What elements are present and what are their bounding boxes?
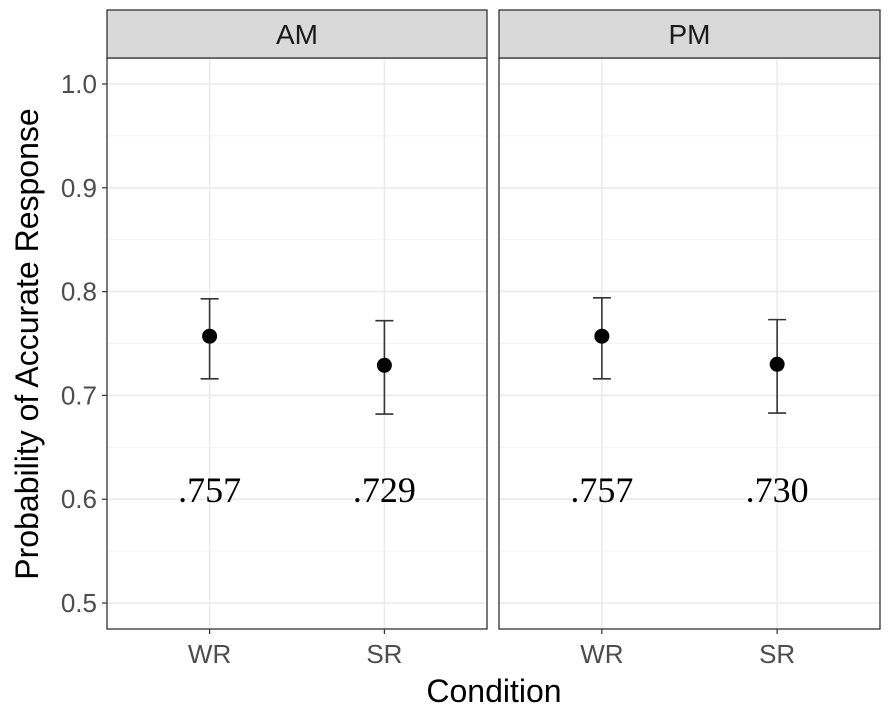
y-tick-label: 0.5: [61, 588, 97, 618]
data-point: [769, 356, 785, 372]
data-label: .730: [746, 470, 809, 510]
data-label: .757: [570, 470, 633, 510]
y-tick-label: 0.7: [61, 380, 97, 410]
x-tick-label: WR: [580, 639, 623, 669]
y-tick-label: 0.8: [61, 277, 97, 307]
y-axis: 0.5 0.6 0.7 0.8 0.9 1.0: [61, 69, 107, 618]
x-tick-label: WR: [188, 639, 231, 669]
x-axis-title: Condition: [426, 673, 561, 709]
data-point: [376, 357, 392, 373]
y-axis-title: Probability of Accurate Response: [9, 108, 45, 579]
data-label: .729: [353, 470, 416, 510]
y-tick-label: 0.9: [61, 173, 97, 203]
panel-am: AM WR SR .757 .729: [106, 9, 488, 669]
panels-layer: AM WR SR .757 .729 PM WR SR .757 .730: [106, 9, 881, 669]
x-tick-label: SR: [759, 639, 795, 669]
y-tick-label: 0.6: [61, 484, 97, 514]
data-point: [594, 328, 610, 344]
strip-background: [106, 9, 488, 59]
strip-label: AM: [276, 19, 318, 50]
y-tick-label: 1.0: [61, 69, 97, 99]
strip-label: PM: [669, 19, 711, 50]
x-tick-label: SR: [366, 639, 402, 669]
panel-pm: PM WR SR .757 .730: [498, 9, 881, 669]
strip-background: [498, 9, 881, 59]
data-point: [202, 328, 218, 344]
data-label: .757: [178, 470, 241, 510]
